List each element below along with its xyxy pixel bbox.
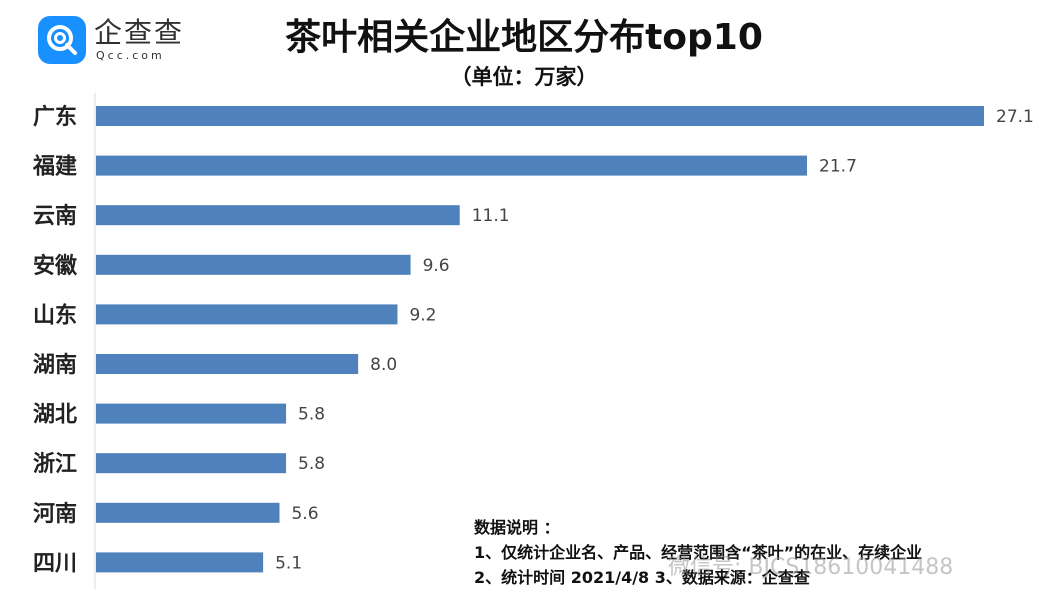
category-label: 四川: [33, 551, 77, 576]
category-label: 浙江: [33, 452, 77, 477]
bar: [96, 155, 808, 176]
value-label: 27.1: [996, 107, 1034, 127]
logo-name: 企查查: [94, 16, 185, 49]
bar: [96, 552, 264, 573]
value-label: 9.6: [423, 256, 450, 276]
category-label: 广东: [33, 104, 77, 130]
bar: [96, 453, 287, 474]
category-label: 安徽: [33, 253, 78, 279]
data-notes: 数据说明 ： 1、仅统计企业名、产品、经营范围含“茶叶”的在业、存续企业 2、统…: [474, 515, 922, 590]
value-label: 11.1: [472, 206, 510, 226]
category-label: 河南: [33, 502, 77, 527]
value-label: 21.7: [819, 157, 857, 177]
bar: [96, 502, 280, 523]
bar: [96, 304, 398, 325]
value-label: 5.1: [275, 553, 302, 573]
notes-line-2: 2、统计时间 2021/4/8 3、数据来源：企查查: [474, 568, 810, 587]
chart-title: 茶叶相关企业地区分布top10: [285, 17, 763, 58]
value-label: 9.2: [409, 305, 436, 325]
value-label: 5.8: [298, 454, 325, 474]
qcc-logo-icon: [38, 16, 86, 64]
bar: [96, 354, 359, 374]
value-label: 5.8: [298, 405, 325, 425]
value-label: 8.0: [370, 355, 397, 375]
chart-subtitle: （单位：万家）: [450, 65, 598, 89]
watermark: 微信号: BJCS18610041488: [668, 555, 954, 580]
category-label: 湖北: [33, 403, 77, 428]
notes-line-1: 1、仅统计企业名、产品、经营范围含“茶叶”的在业、存续企业: [474, 543, 923, 562]
category-label: 福建: [32, 155, 77, 180]
bar: [96, 205, 460, 226]
category-label: 山东: [33, 302, 77, 328]
category-label: 湖南: [33, 353, 77, 378]
bar: [96, 106, 984, 126]
bar: [96, 403, 287, 424]
notes-heading: 数据说明 ：: [474, 518, 560, 537]
value-label: 5.6: [291, 504, 318, 524]
category-label: 云南: [33, 204, 77, 229]
qcc-logo: 企查查 Qcc.com: [38, 16, 182, 68]
bar: [96, 254, 411, 275]
logo-subtitle: Qcc.com: [96, 49, 165, 62]
